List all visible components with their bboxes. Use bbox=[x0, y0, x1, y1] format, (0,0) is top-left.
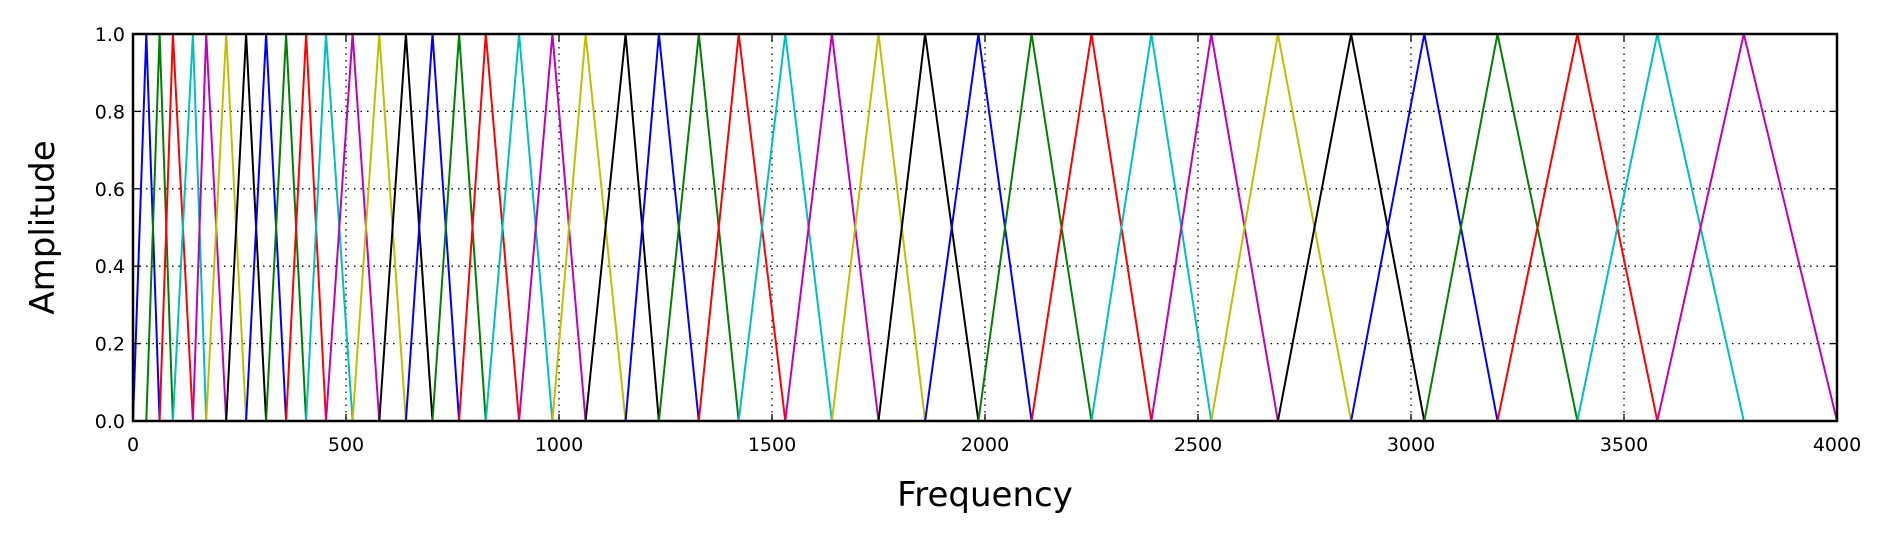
filter-28-line bbox=[877, 33, 980, 422]
x-tick-label: 0 bbox=[127, 434, 139, 456]
filter-30-line bbox=[977, 33, 1093, 422]
filter-10-line bbox=[285, 33, 327, 422]
filter-18-line bbox=[484, 33, 554, 422]
filter-14-line bbox=[378, 33, 434, 422]
y-axis-label: Amplitude bbox=[23, 140, 63, 314]
filter-32-line bbox=[1090, 33, 1213, 422]
filter-13-line bbox=[351, 33, 407, 422]
filter-22-line bbox=[624, 33, 700, 422]
filter-7-line bbox=[225, 33, 268, 422]
x-tick-label: 1000 bbox=[535, 434, 583, 456]
x-tick-label: 1500 bbox=[748, 434, 796, 456]
filter-2-line bbox=[145, 33, 174, 422]
filter-29-line bbox=[924, 33, 1033, 422]
ticks bbox=[132, 33, 1838, 422]
y-tick-label: 0.8 bbox=[95, 101, 125, 123]
filter-6-line bbox=[205, 33, 248, 422]
filter-40-line bbox=[1656, 33, 1838, 422]
filter-19-line bbox=[518, 33, 587, 422]
filter-38-line bbox=[1496, 33, 1659, 422]
y-tick-label: 0.0 bbox=[95, 411, 125, 433]
x-tick-label: 2000 bbox=[961, 434, 1009, 456]
filter-33-line bbox=[1150, 33, 1279, 422]
x-axis-label: Frequency bbox=[897, 475, 1073, 515]
x-tick-labels: 0 500 1000 1500 2000 2500 3000 3500 4000 bbox=[127, 434, 1861, 456]
plot-frame bbox=[131, 32, 1839, 423]
filter-17-line bbox=[458, 33, 521, 422]
filter-36-line bbox=[1350, 33, 1499, 422]
y-tick-label: 0.2 bbox=[95, 334, 125, 356]
filter-12-line bbox=[325, 33, 381, 422]
series-group bbox=[132, 33, 1838, 422]
y-tick-label: 0.6 bbox=[95, 179, 125, 201]
filter-20-line bbox=[551, 33, 627, 422]
filter-1-line bbox=[132, 33, 161, 422]
grid bbox=[132, 33, 1838, 422]
y-tick-labels: 0.0 0.2 0.4 0.6 0.8 1.0 bbox=[95, 24, 125, 433]
filter-15-line bbox=[404, 33, 461, 422]
x-tick-label: 3000 bbox=[1387, 434, 1435, 456]
filter-31-line bbox=[1030, 33, 1153, 422]
filter-39-line bbox=[1576, 33, 1745, 422]
x-tick-label: 2500 bbox=[1174, 434, 1222, 456]
filter-37-line bbox=[1423, 33, 1579, 422]
filter-21-line bbox=[584, 33, 660, 422]
x-tick-label: 4000 bbox=[1813, 434, 1861, 456]
filter-9-line bbox=[265, 33, 308, 422]
filter-8-line bbox=[245, 33, 288, 422]
filter-16-line bbox=[431, 33, 487, 422]
filter-34-line bbox=[1210, 33, 1353, 422]
filter-26-line bbox=[784, 33, 880, 422]
x-tick-label: 3500 bbox=[1600, 434, 1648, 456]
y-tick-label: 1.0 bbox=[95, 24, 125, 46]
filter-35-line bbox=[1276, 33, 1426, 422]
x-tick-label: 500 bbox=[328, 434, 364, 456]
y-tick-label: 0.4 bbox=[95, 256, 125, 278]
filter-23-line bbox=[657, 33, 740, 422]
filter-27-line bbox=[830, 33, 927, 422]
filter-24-line bbox=[697, 33, 787, 422]
filter-25-line bbox=[737, 33, 833, 422]
